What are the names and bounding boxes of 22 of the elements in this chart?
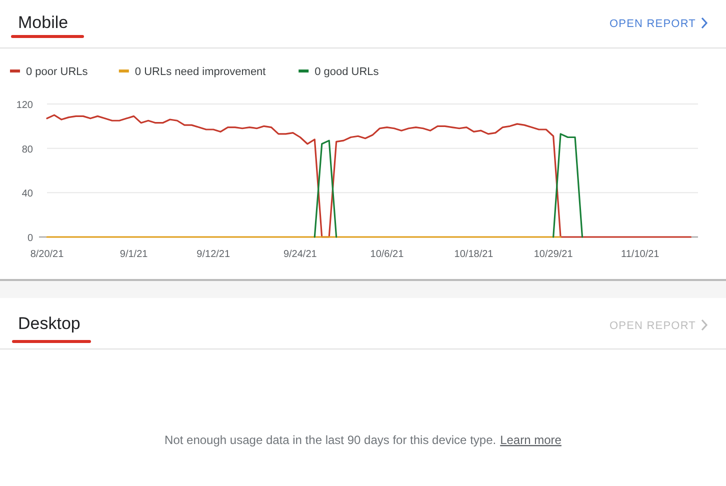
text: Desktop bbox=[18, 314, 80, 333]
text: Learn more bbox=[500, 433, 562, 447]
x-tick-label: 9/1/21 bbox=[120, 249, 148, 260]
x-tick-label: 10/29/21 bbox=[534, 249, 574, 260]
x-tick-label: 8/20/21 bbox=[30, 249, 64, 260]
x-tick-label: 11/10/21 bbox=[621, 249, 660, 260]
line-series bbox=[46, 114, 692, 238]
x-tick-label: 9/12/21 bbox=[196, 249, 230, 260]
legend-label: 0 good URLs bbox=[314, 66, 380, 78]
text: OPEN REPORT bbox=[610, 320, 696, 332]
x-tick-label: 10/6/21 bbox=[370, 249, 404, 260]
y-tick-label: 120 bbox=[16, 100, 34, 111]
text: Not enough usage data in the last 90 days for this device type. bbox=[164, 433, 496, 447]
y-tick-label: 80 bbox=[22, 144, 34, 156]
y-tick-label: 40 bbox=[22, 188, 34, 200]
text: OPEN REPORT bbox=[610, 18, 696, 30]
y-tick-label: 0 bbox=[27, 233, 34, 244]
x-tick-label: 9/24/21 bbox=[283, 249, 318, 260]
legend-label: 0 poor URLs bbox=[26, 66, 88, 78]
legend-label: 0 URLs need improvement bbox=[134, 66, 266, 78]
chart-title: Mobile bbox=[18, 13, 68, 32]
x-tick-label: 10/18/21 bbox=[454, 249, 494, 260]
